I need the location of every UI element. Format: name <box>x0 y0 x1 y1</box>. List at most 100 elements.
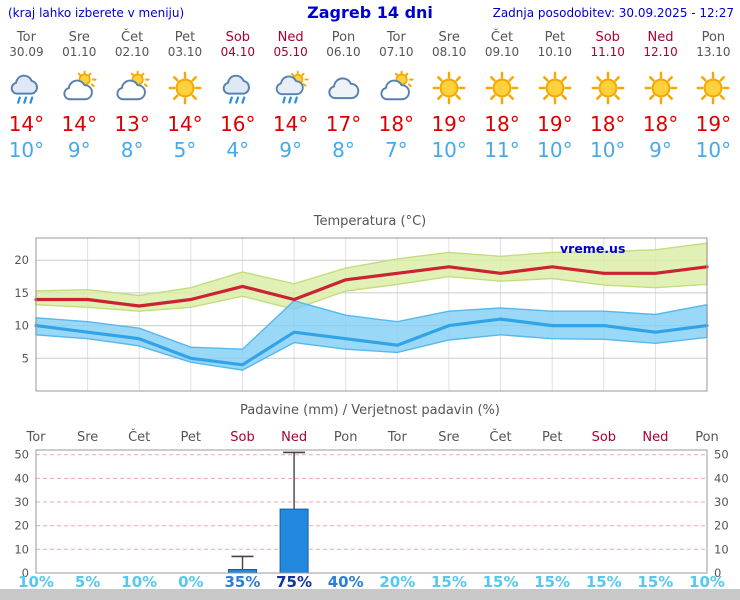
day-column[interactable]: Pet 10.10 19° 10° <box>528 30 581 161</box>
y-tick-label-right: 20 <box>714 519 729 533</box>
day-label: Ned <box>642 430 668 445</box>
day-date: 11.10 <box>590 45 625 59</box>
min-temperature-value: 9° <box>67 138 91 162</box>
rain-icon <box>8 70 44 106</box>
day-column[interactable]: Ned 05.10 14° 9° <box>264 30 317 161</box>
precipitation-chart-title: Padavine (mm) / Verjetnost padavin (%) <box>240 403 500 418</box>
day-label: Sre <box>77 430 98 445</box>
day-date: 30.09 <box>9 45 44 59</box>
day-date: 01.10 <box>62 45 97 59</box>
max-temperature-value: 18° <box>378 112 415 136</box>
temperature-chart-title: Temperatura (°C) <box>313 214 427 229</box>
day-name: Čet <box>121 30 144 45</box>
min-temperature-value: 10° <box>537 138 573 162</box>
y-tick-label-right: 10 <box>714 542 729 556</box>
precip-probability-value: 0% <box>178 573 204 591</box>
max-temperature-value: 18° <box>589 112 626 136</box>
day-label: Pet <box>542 430 562 445</box>
day-date: 06.10 <box>326 45 361 59</box>
max-temperature-value: 14° <box>8 112 45 136</box>
precip-probability-value: 15% <box>585 573 622 591</box>
precip-probability-value: 10% <box>121 573 158 591</box>
sun-icon <box>695 70 731 106</box>
min-temperature-value: 10° <box>8 138 45 162</box>
min-temperature-value: 9° <box>649 138 672 162</box>
min-temperature-value: 10° <box>431 138 467 162</box>
day-column[interactable]: Sre 08.10 19° 10° <box>423 30 476 161</box>
precip-probability-value: 75% <box>276 573 313 591</box>
max-temperature-value: 14° <box>167 112 203 136</box>
day-name: Sre <box>438 30 460 45</box>
max-temperature-value: 14° <box>272 112 309 136</box>
day-label: Sob <box>230 430 254 445</box>
y-tick-label-left: 20 <box>14 519 29 533</box>
min-temperature-value: 11° <box>484 138 520 162</box>
precipitation-chart: 0 0 10 10 20 20 30 30 40 40 50 50 Tor Sre Čet Pet Sob Ned… <box>14 429 729 577</box>
y-tick-label-right: 30 <box>714 495 729 509</box>
page-title: Zagreb 14 dni <box>307 3 433 22</box>
precip-probability-value: 35% <box>224 573 261 591</box>
day-column[interactable]: Sre 01.10 14° 9° <box>53 30 106 161</box>
day-date: 04.10 <box>220 45 255 59</box>
horizontal-scrollbar[interactable] <box>0 589 740 600</box>
day-column[interactable]: Pon 06.10 17° 8° <box>317 30 370 161</box>
precip-probability-value: 20% <box>379 573 416 591</box>
precip-probability-value: 10% <box>18 573 54 591</box>
precip-probability-value: 5% <box>74 573 101 591</box>
sun-icon <box>167 70 203 106</box>
plot-border <box>35 449 708 574</box>
last-updated: Zadnja posodobitev: 30.09.2025 - 12:27 <box>492 6 734 20</box>
max-temperature-value: 17° <box>325 112 362 136</box>
precip-probability-value: 10% <box>689 573 725 591</box>
day-column[interactable]: Čet 09.10 18° 11° <box>476 30 529 161</box>
y-tick-label-left: 0 <box>22 566 29 577</box>
y-tick-label-right: 0 <box>714 566 721 577</box>
day-column[interactable]: Ned 12.10 18° 9° <box>634 30 687 161</box>
watermark: vreme.us <box>560 241 625 256</box>
day-name: Sob <box>225 30 251 45</box>
day-column[interactable]: Tor 30.09 14° 10° <box>0 30 53 161</box>
day-label: Pon <box>334 430 358 445</box>
day-name: Pet <box>174 30 196 45</box>
temperature-chart: 5 10 15 20 vreme.us <box>14 237 709 392</box>
day-column[interactable]: Tor 07.10 18° 7° <box>370 30 423 161</box>
precip-probability-value: 40% <box>327 573 364 591</box>
sun-icon <box>537 70 573 106</box>
y-tick-label-left: 30 <box>14 495 29 509</box>
min-temperature-value: 7° <box>384 138 408 162</box>
max-temperature-value: 16° <box>220 112 256 136</box>
precip-probability-value: 15% <box>430 573 467 591</box>
day-column[interactable]: Čet 02.10 13° 8° <box>106 30 159 161</box>
day-column[interactable]: Sob 04.10 16° 4° <box>211 30 264 161</box>
day-label: Sre <box>438 430 459 445</box>
min-temperature-value: 8° <box>332 138 355 162</box>
day-name: Pon <box>331 30 356 45</box>
sun-icon <box>431 70 467 106</box>
day-column[interactable]: Pet 03.10 14° 5° <box>159 30 212 161</box>
day-date: 12.10 <box>643 45 678 59</box>
day-column[interactable]: Sob 11.10 18° 10° <box>581 30 634 161</box>
day-date: 13.10 <box>696 45 731 59</box>
day-label: Sob <box>592 430 616 445</box>
sun-cloud-icon <box>61 70 97 106</box>
day-date: 09.10 <box>484 45 520 59</box>
precip-probability-value: 15% <box>637 573 674 591</box>
day-name: Pet <box>544 30 566 45</box>
min-temperature-value: 10° <box>695 138 732 162</box>
max-temperature-value: 19° <box>537 112 573 136</box>
forecast-days-row: Tor 30.09 14° 10° Sre 01.10 14° 9° Čet 02.10 13° 8°… <box>0 30 740 161</box>
location-menu-hint: (kraj lahko izberete v meniju) <box>8 6 185 20</box>
sun-icon <box>590 70 626 106</box>
day-name: Pon <box>701 30 726 45</box>
precipitation-probability-row: 10% 5% 10% 0% 35% 75% 40% 20% 15% 15% 15% 15% 15% 10% <box>0 573 740 591</box>
precip-probability-value: 15% <box>482 573 519 591</box>
max-temperature-value: 18° <box>484 112 520 136</box>
day-column[interactable]: Pon 13.10 19° 10° <box>687 30 740 161</box>
day-name: Sob <box>595 30 620 45</box>
y-tick-label-left: 50 <box>14 448 29 462</box>
max-temperature-line <box>34 265 709 308</box>
y-tick-label-right: 40 <box>714 471 729 485</box>
day-name: Tor <box>16 30 36 45</box>
day-label: Pon <box>695 430 719 445</box>
